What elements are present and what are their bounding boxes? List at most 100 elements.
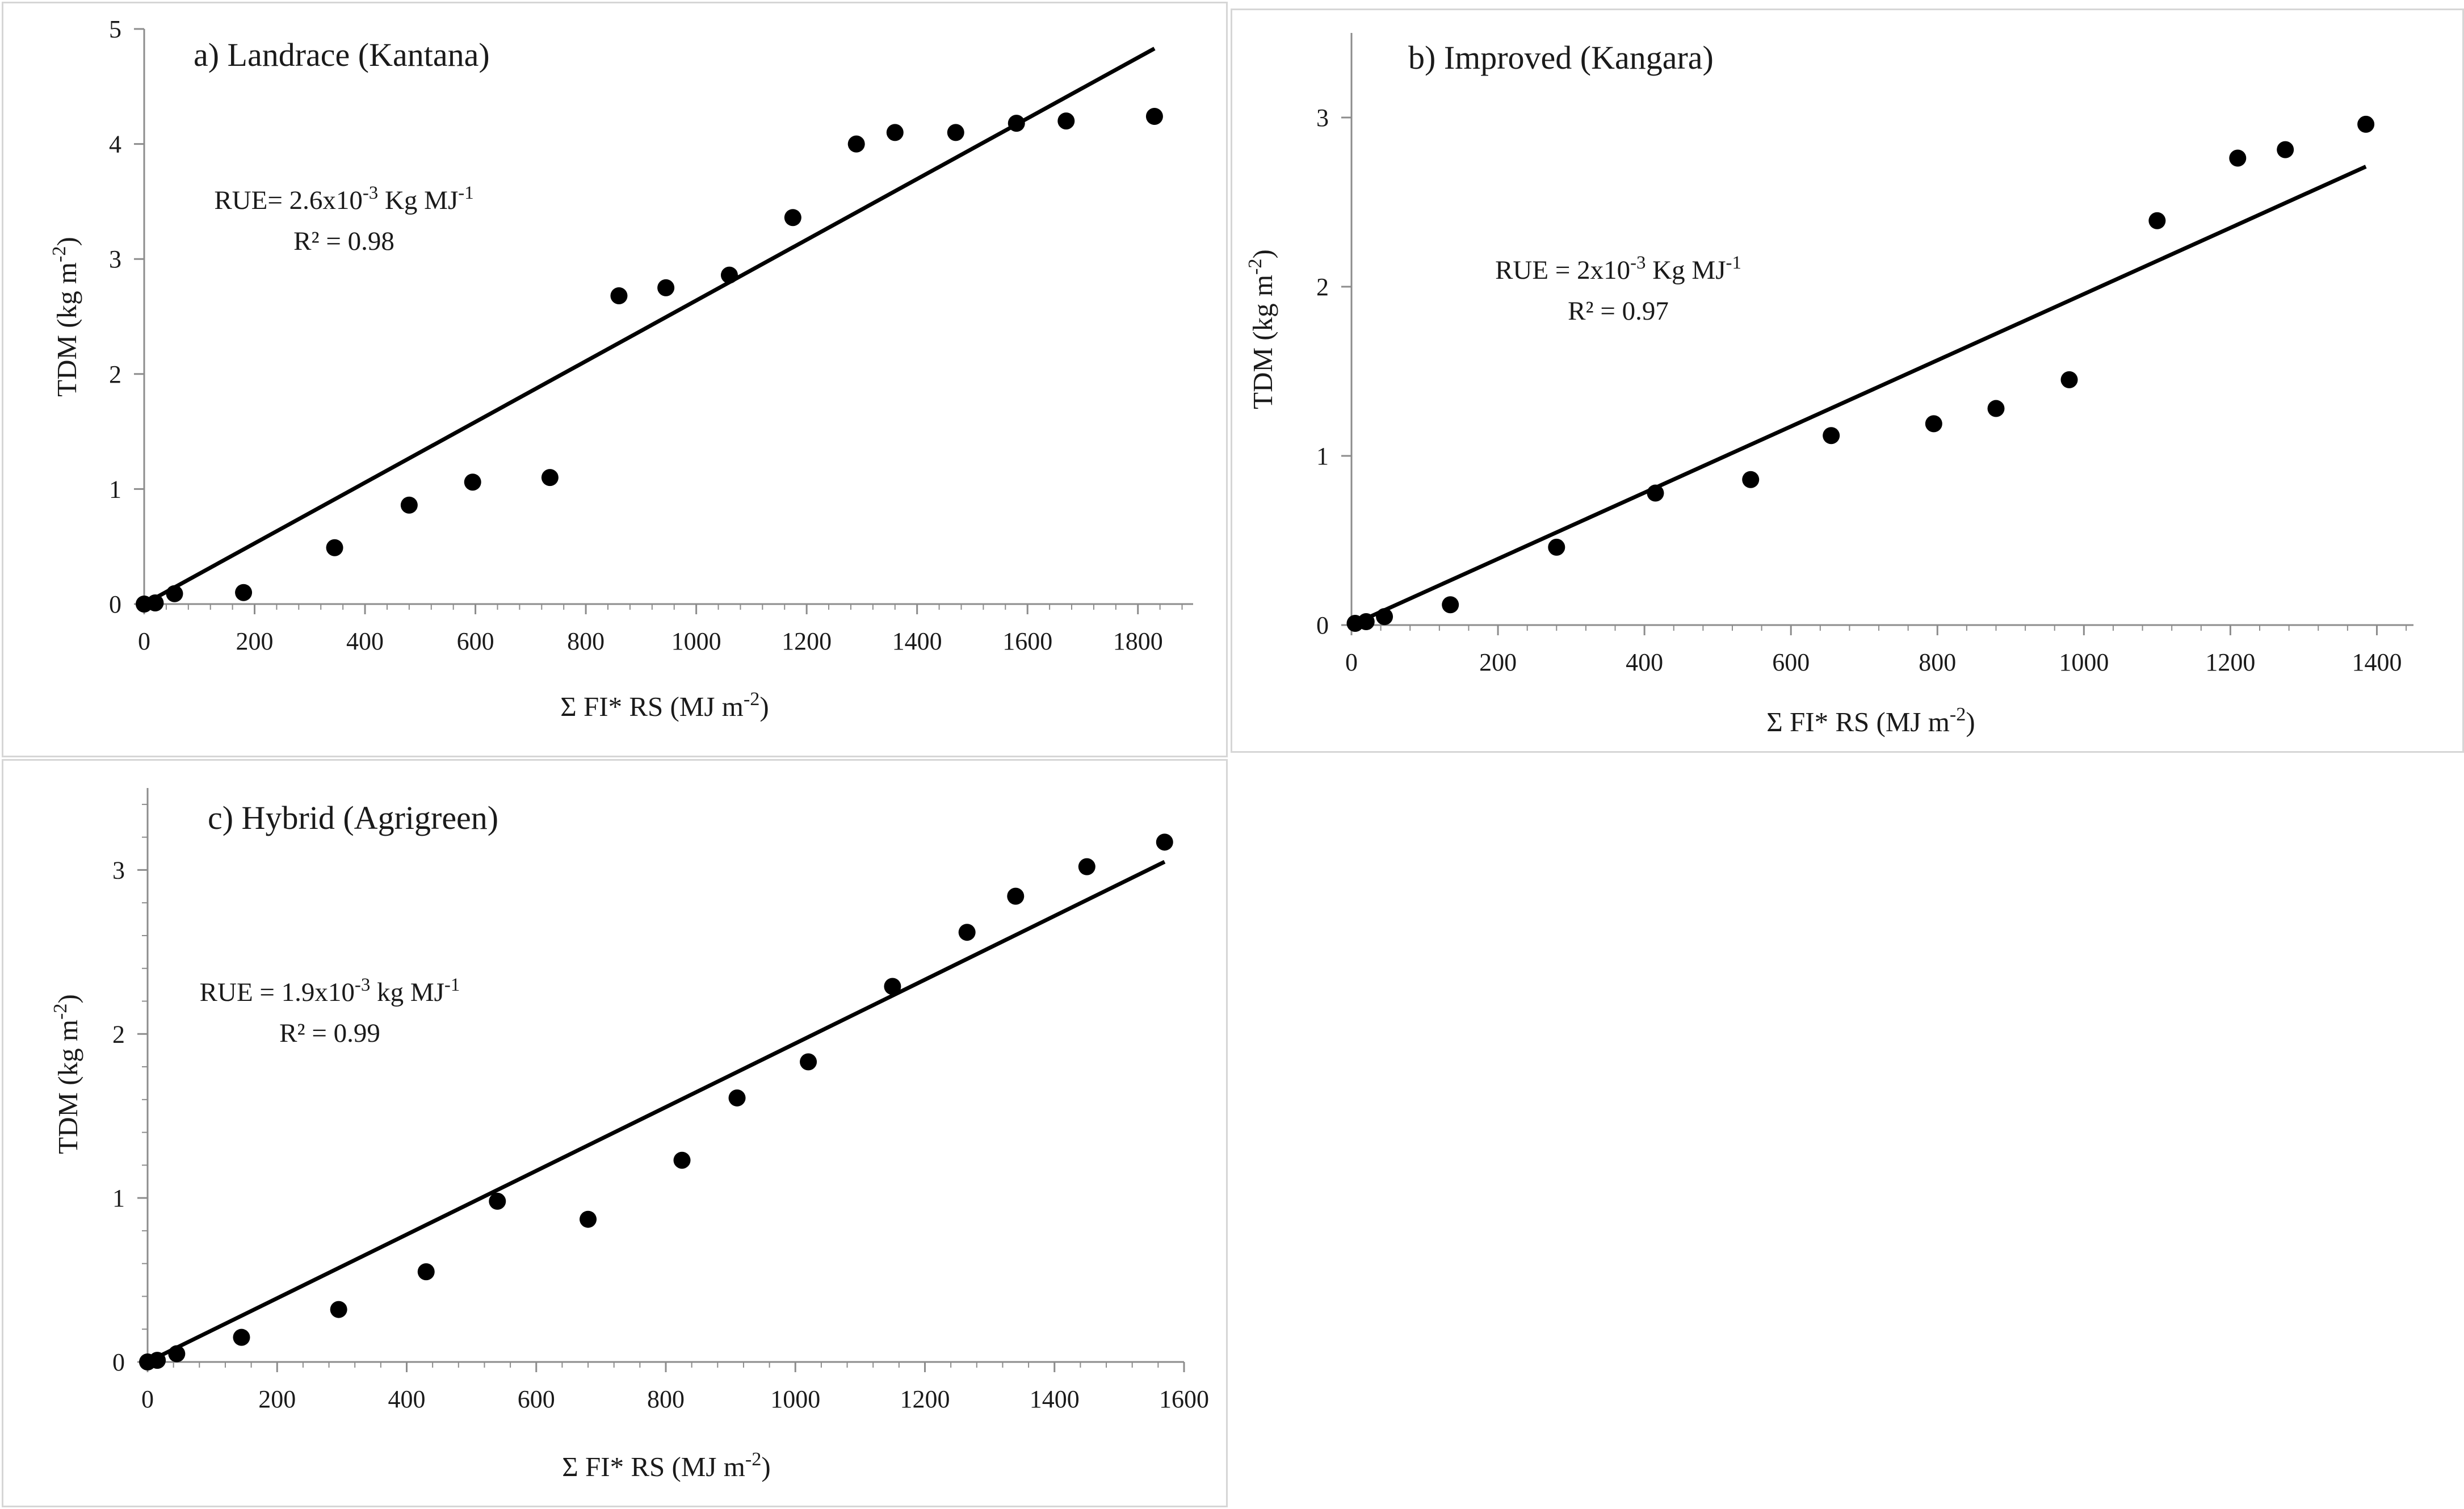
x-tick-label: 400 [388,1385,426,1413]
chart-c-svg: 0 200 400 600 800 1000 1200 1400 1600 0 1 2 3 c) Hybr… [49,788,1209,1482]
data-point [2357,115,2375,133]
data-point [784,209,801,227]
data-point [1357,613,1375,631]
x-tick-label: 200 [258,1385,296,1413]
data-point [400,496,418,514]
x-tick-label: 600 [1772,648,1810,676]
x-tick-label: 800 [1919,648,1956,676]
y-tick-label: 2 [112,1020,125,1048]
chart-panel-a: 0 200 400 600 800 1000 1200 1400 1600 1800 0 1 2 3 4 5 a… [2,2,1228,757]
data-point [233,1328,250,1346]
x-tick-label: 400 [1626,648,1663,676]
data-point [1987,400,2005,417]
y-tick-label: 0 [109,590,121,618]
x-tick-label: 1400 [2352,648,2402,676]
x-axis-title: Σ FI* RS (MJ m-2) [560,688,769,722]
data-point [580,1210,597,1228]
x-tick-label: 1400 [892,627,942,655]
data-point [1008,115,1025,132]
data-point [2277,141,2294,158]
data-point [2060,371,2078,388]
x-tick-label: 600 [518,1385,555,1413]
data-point [947,124,964,141]
x-tick-label: 800 [567,627,605,655]
data-point [235,584,253,601]
x-tick-label: 1800 [1113,627,1163,655]
y-tick-label: 5 [109,15,121,43]
data-point [1742,471,1760,488]
r-squared-annotation: R² = 0.99 [279,1018,380,1048]
r-squared-annotation: R² = 0.98 [293,227,394,256]
rue-annotation: RUE = 1.9x10-3 kg MJ-1 [200,975,460,1007]
data-point [1145,107,1163,125]
y-axis-title: TDM (kg m-2) [49,994,83,1154]
r-squared-annotation: R² = 0.97 [1568,296,1669,326]
y-tick-label: 2 [109,361,121,388]
y-axis-title: TDM (kg m-2) [1244,249,1278,409]
data-point [2229,149,2247,167]
x-tick-label: 0 [141,1385,154,1413]
rue-annotation: RUE= 2.6x10-3 Kg MJ-1 [214,183,473,215]
y-tick-label: 1 [1316,442,1329,470]
data-point [884,978,901,995]
y-tick-label: 4 [109,131,121,158]
x-tick-label: 1200 [2205,648,2255,676]
data-point [800,1053,817,1071]
x-tick-label: 1200 [782,627,832,655]
x-tick-label: 1600 [1159,1385,1209,1413]
data-point [168,1345,186,1363]
data-point [728,1089,746,1106]
data-point [166,585,183,602]
data-point [886,124,904,141]
y-axis-title: TDM (kg m-2) [48,237,82,397]
data-point [1156,833,1173,851]
y-tick-label: 3 [109,245,121,273]
y-tick-label: 3 [1316,104,1329,132]
data-point [330,1301,347,1318]
data-point [720,266,738,284]
data-point [1647,484,1664,502]
rue-annotation: RUE = 2x10-3 Kg MJ-1 [1495,253,1741,285]
x-tick-label: 1200 [900,1385,950,1413]
chart-panel-b: 0 200 400 600 800 1000 1200 1400 0 1 2 3 b) Improved… [1231,9,2464,753]
x-tick-label: 200 [236,627,274,655]
y-tick-label: 3 [112,856,125,884]
data-point [489,1192,506,1210]
x-tick-label: 1600 [1002,627,1052,655]
x-tick-label: 800 [647,1385,685,1413]
data-point [1078,858,1095,875]
chart-title: b) Improved (Kangara) [1408,39,1714,76]
data-point [673,1151,691,1169]
data-point [1442,596,1459,614]
x-tick-label: 1000 [671,627,721,655]
x-tick-label: 0 [1345,648,1358,676]
data-point [541,469,559,487]
chart-a-svg: 0 200 400 600 800 1000 1200 1400 1600 1800 0 1 2 3 4 5 a… [48,15,1193,722]
trendline [146,860,1166,1364]
chart-panel-c: 0 200 400 600 800 1000 1200 1400 1600 0 1 2 3 c) Hybr… [2,759,1228,1507]
y-tick-label: 0 [1316,611,1329,639]
data-point [149,1352,166,1369]
y-tick-label: 1 [109,475,121,503]
data-point [1548,538,1565,556]
data-point [417,1263,435,1281]
x-tick-label: 1000 [2059,648,2109,676]
y-tick-label: 1 [112,1184,125,1212]
x-tick-label: 200 [1479,648,1517,676]
x-tick-label: 400 [346,627,384,655]
trendline [143,47,1156,606]
x-tick-label: 0 [138,627,150,655]
chart-title: a) Landrace (Kantana) [194,36,490,73]
data-point [1057,112,1075,130]
chart-b-svg: 0 200 400 600 800 1000 1200 1400 0 1 2 3 b) Improved… [1244,33,2413,737]
x-tick-label: 600 [457,627,494,655]
data-point [1376,608,1393,626]
y-tick-label: 0 [112,1348,125,1376]
data-point [1823,427,1840,445]
data-point [1007,887,1025,905]
data-point [326,539,343,556]
y-tick-label: 2 [1316,273,1329,301]
x-tick-label: 1400 [1030,1385,1080,1413]
data-point [958,924,976,941]
data-point [657,279,675,296]
